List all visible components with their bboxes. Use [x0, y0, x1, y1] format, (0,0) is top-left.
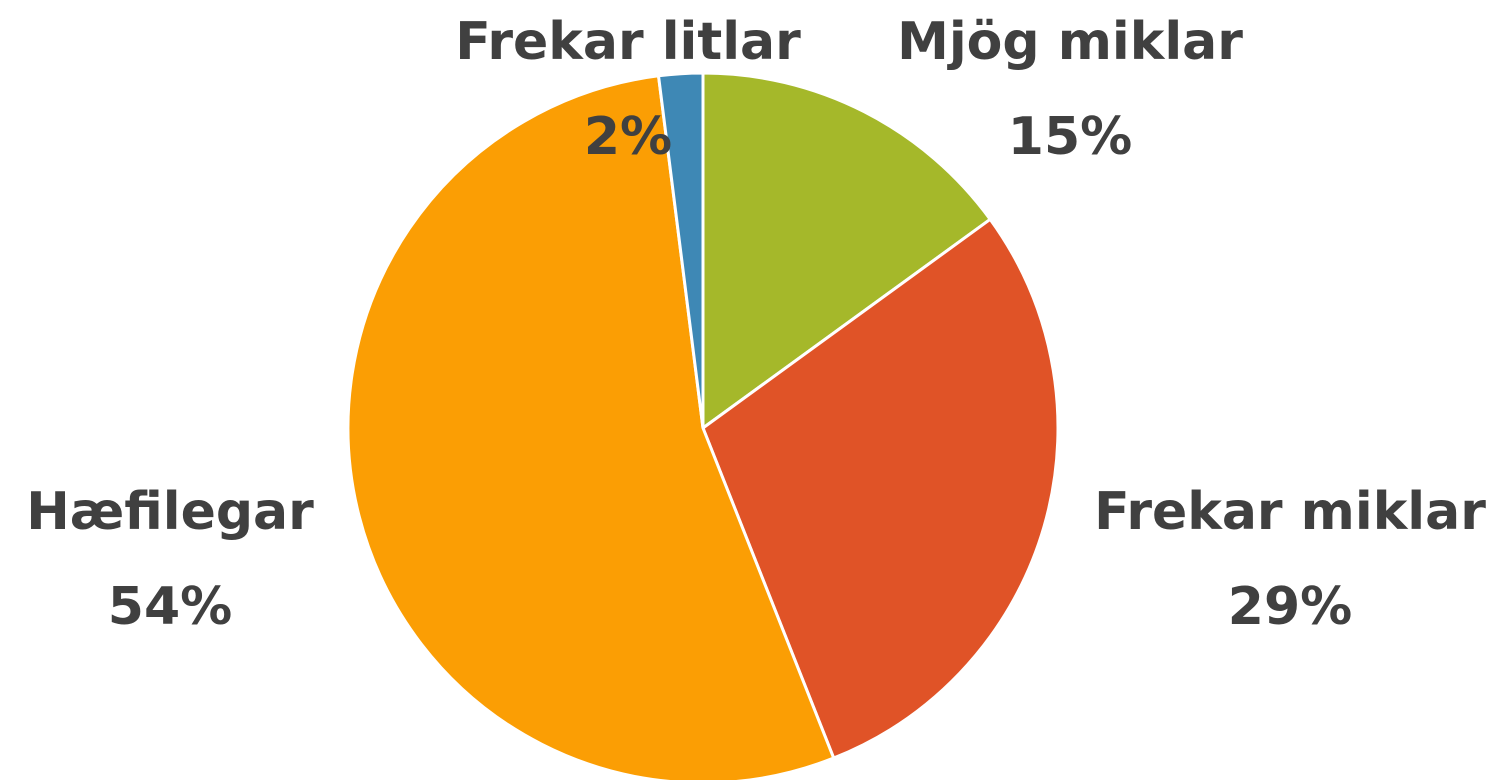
- slice-label: Mjög miklar: [897, 12, 1243, 72]
- slice-label: Hæfilegar: [26, 482, 314, 542]
- slice-value-label: 2%: [584, 107, 672, 167]
- slice-value-label: 15%: [1008, 107, 1132, 167]
- slice-value-label: 29%: [1228, 577, 1352, 637]
- slice-value-label: 54%: [108, 577, 232, 637]
- slice-label: Frekar litlar: [455, 12, 801, 72]
- pie-slice: [656, 71, 705, 429]
- pie-slice: [701, 217, 1060, 761]
- pie-slice: [701, 71, 993, 431]
- slice-label: Frekar miklar: [1094, 482, 1486, 542]
